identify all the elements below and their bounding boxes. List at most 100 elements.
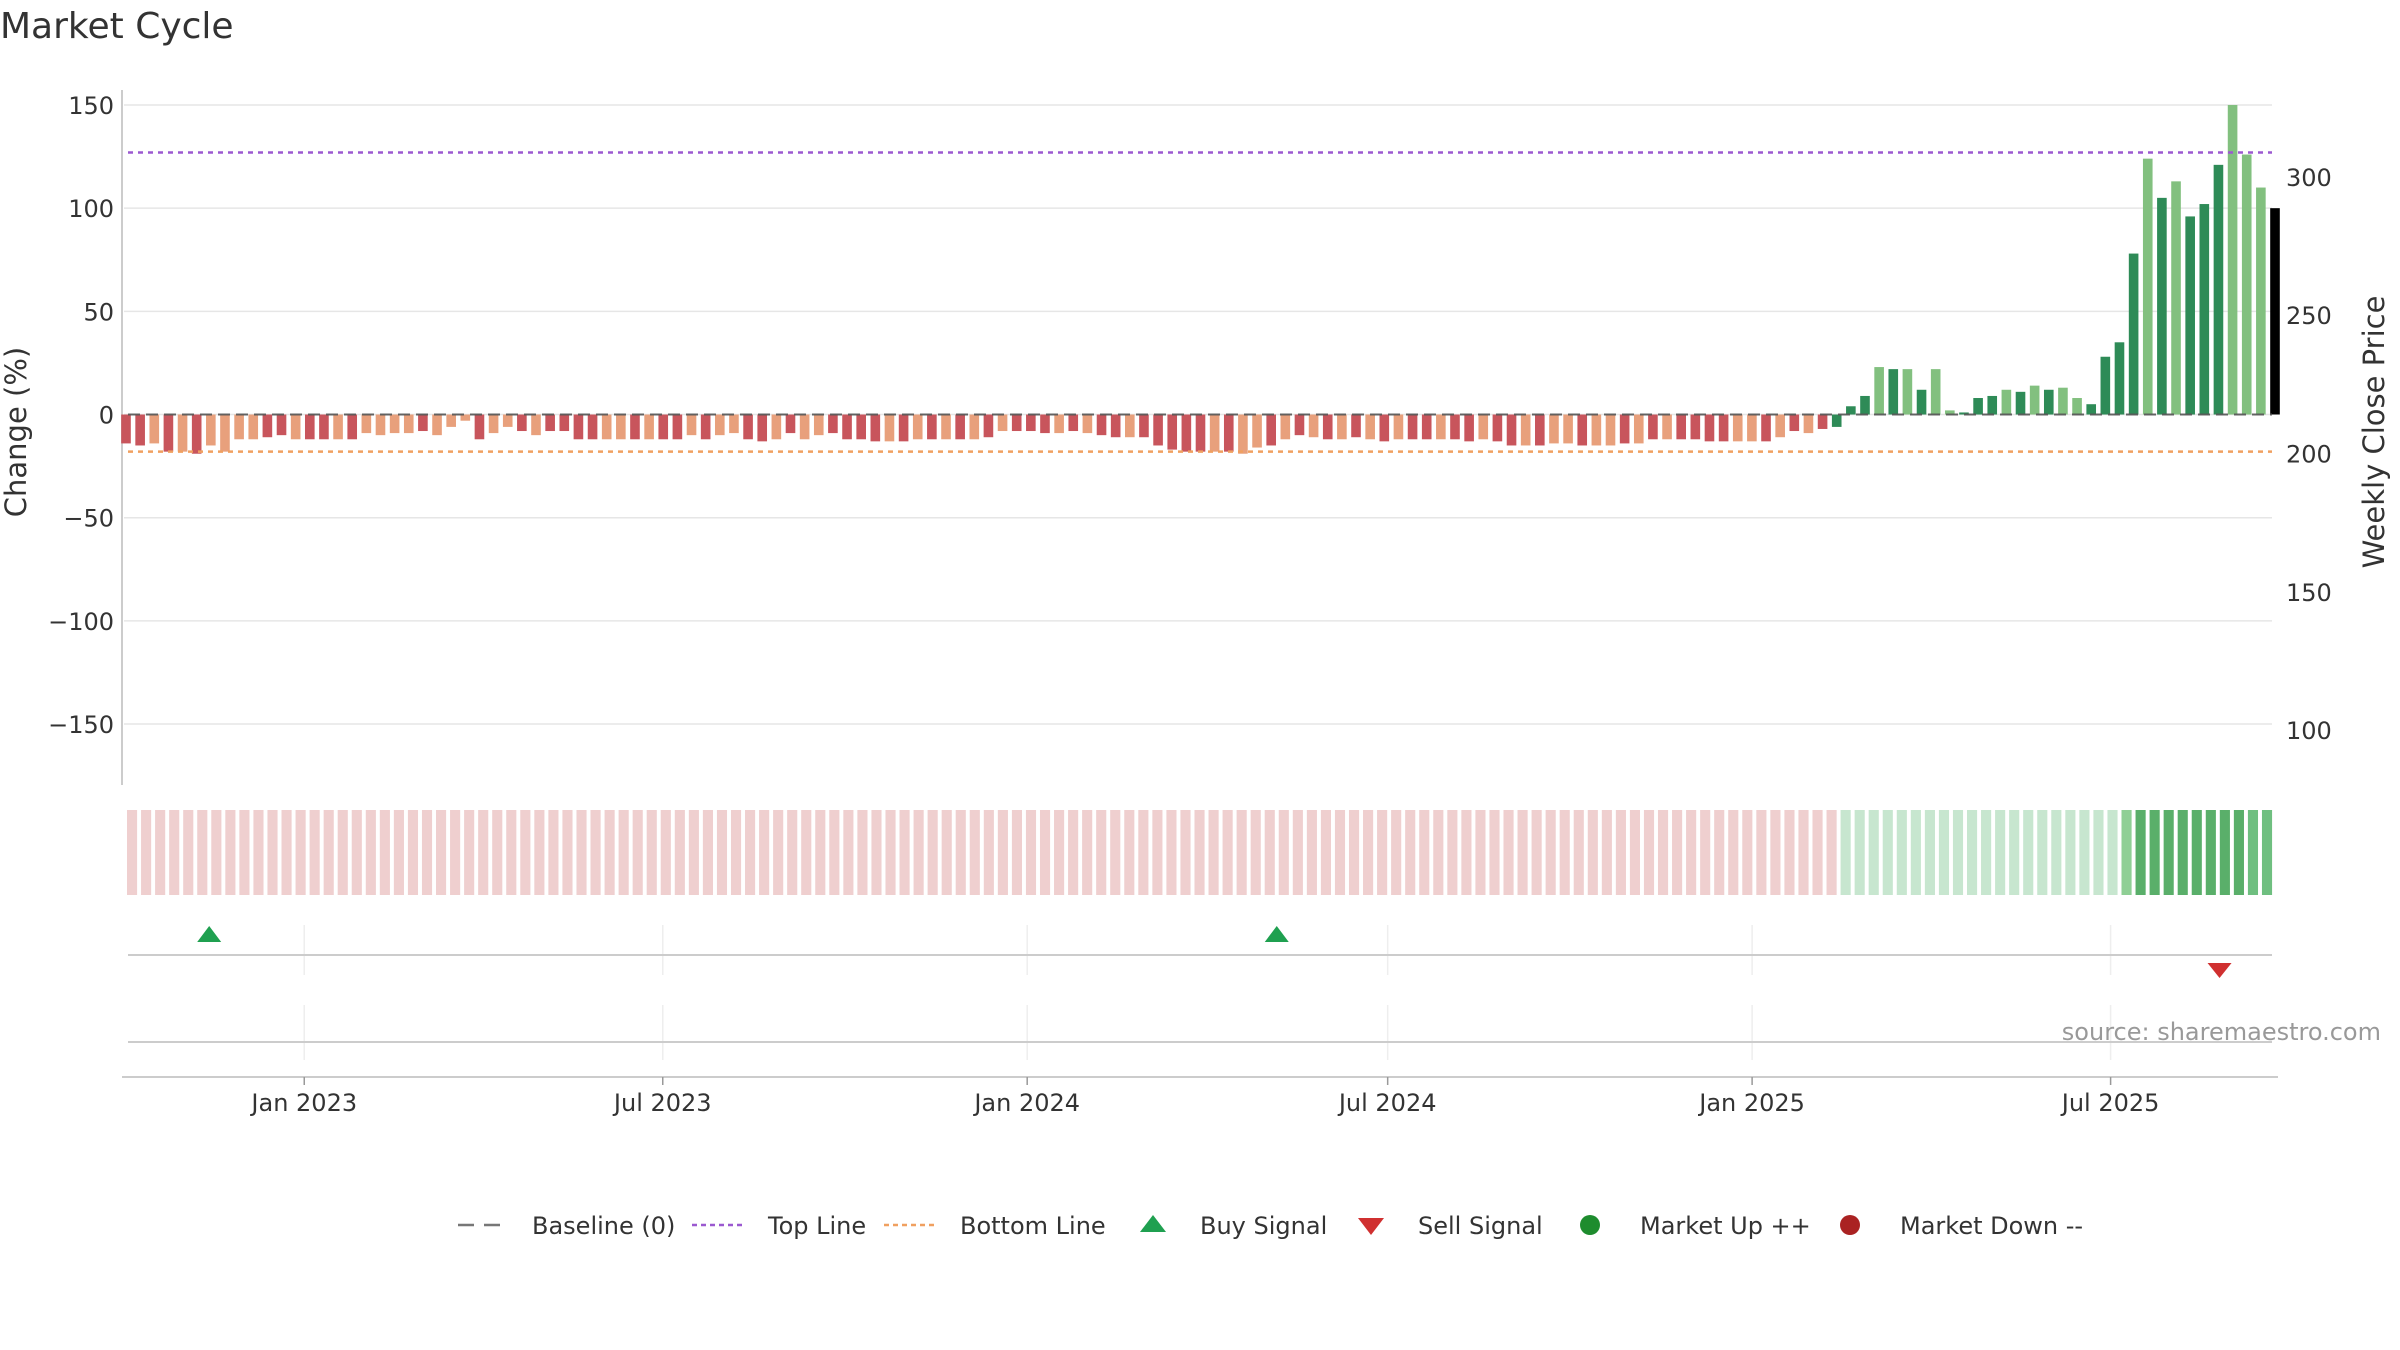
cycle-strip-cell [1208, 810, 1219, 895]
cycle-strip-cell [801, 810, 812, 895]
cycle-strip-cell [1672, 810, 1683, 895]
cycle-strip-cell [1363, 810, 1374, 895]
change-bar [1450, 414, 1460, 440]
change-bar [927, 414, 937, 440]
change-bar [1125, 414, 1135, 438]
cycle-strip-cell [688, 810, 699, 895]
change-bar [1238, 414, 1248, 454]
change-bar [149, 414, 160, 444]
change-bar [856, 414, 866, 440]
cycle-strip-cell [1812, 810, 1823, 895]
cycle-strip-cell [1966, 810, 1978, 895]
change-bar [2241, 154, 2252, 415]
cycle-strip-cell [1700, 810, 1711, 895]
change-bar [2128, 253, 2139, 415]
cycle-strip-cell [169, 810, 180, 895]
cycle-strip-cell [492, 810, 503, 895]
change-bar [1139, 414, 1149, 438]
change-bar [502, 414, 513, 427]
change-bar [870, 414, 881, 442]
cycle-strip-cell [1952, 810, 1964, 895]
cycle-strip-cell [2009, 810, 2020, 895]
cycle-strip-cell [534, 810, 545, 895]
x-tick-label: Jul 2025 [2060, 1089, 2160, 1117]
y-tick-label: −50 [63, 505, 114, 533]
cycle-strip-cell [2205, 810, 2216, 895]
cycle-strip-cell [1278, 810, 1289, 895]
change-bar [1676, 414, 1687, 440]
cycle-strip-cell [1110, 810, 1121, 895]
change-bar [955, 414, 965, 440]
cycle-strip-cell [1068, 810, 1079, 895]
cycle-strip-cell [127, 810, 138, 895]
cycle-strip-cell [1461, 810, 1472, 895]
change-bar [898, 414, 909, 442]
cycle-strip-cell [1896, 810, 1907, 895]
change-bar [1266, 414, 1276, 446]
change-bar [1619, 414, 1630, 444]
cycle-strip-cell [478, 810, 489, 895]
cycle-strip-cell [1264, 810, 1275, 895]
y-tick-label: −150 [48, 711, 114, 739]
cycle-strip-cell [899, 810, 910, 895]
change-bar [1987, 395, 1998, 415]
cycle-strip-cell [983, 810, 994, 895]
change-bar [2100, 356, 2111, 415]
change-bar [1605, 414, 1616, 446]
cycle-strip-cell [183, 810, 194, 895]
right-y-axis-ticks: 300 250 200 150 100 [2286, 164, 2332, 745]
cycle-strip-cell [1559, 810, 1570, 895]
change-bar [842, 414, 852, 440]
change-bar [2199, 204, 2210, 415]
change-bar [1026, 414, 1036, 432]
legend-label: Market Down -- [1900, 1212, 2083, 1240]
cycle-strip-cell [155, 810, 166, 895]
cycle-strip-cell [407, 810, 419, 895]
cycle-strip-cell [773, 810, 784, 895]
change-bar [2029, 385, 2040, 415]
x-tick-label: Jan 2025 [1697, 1089, 1805, 1117]
change-bar [771, 414, 782, 440]
cycle-strip-cell [1784, 810, 1795, 895]
change-bar [389, 414, 400, 434]
cycle-strip-cell [674, 810, 685, 895]
cycle-strip-cell [2233, 810, 2244, 895]
cycle-strip-cell [1377, 810, 1388, 895]
change-bar [828, 414, 838, 434]
legend-item: Bottom Line [884, 1212, 1106, 1240]
cycle-strip-cell [1391, 810, 1402, 895]
cycle-strip-cell [857, 810, 868, 895]
change-bar [1549, 414, 1559, 444]
cycle-strip-cell [2191, 810, 2202, 895]
change-bar [1803, 414, 1814, 434]
change-bar [573, 414, 584, 440]
change-bar [1068, 414, 1079, 432]
cycle-strip-cell [337, 810, 348, 895]
change-bar [743, 414, 753, 440]
cycle-strip-cell [730, 810, 742, 895]
cycle-strip-cell [506, 810, 517, 895]
legend-swatch-circle [1580, 1215, 1600, 1235]
change-bar [1478, 414, 1489, 440]
y-tick-label: 150 [68, 92, 114, 120]
cycle-strip-cell [759, 810, 770, 895]
change-bar [587, 414, 598, 440]
legend-label: Baseline (0) [532, 1212, 675, 1240]
cycle-strip-cell [1419, 810, 1430, 895]
cycle-strip-cell [815, 810, 826, 895]
change-bar [1337, 414, 1347, 440]
cycle-strip-cell [1433, 810, 1444, 895]
cycle-strip-cell [745, 810, 756, 895]
change-bar [997, 414, 1008, 432]
cycle-strip-cell [702, 810, 713, 895]
change-bar [1747, 414, 1757, 442]
cycle-strip-cell [576, 810, 587, 895]
cycle-strip [127, 810, 2273, 895]
change-bar [2114, 342, 2125, 415]
change-bar [1591, 414, 1602, 446]
cycle-strip-cell [1714, 810, 1725, 895]
change-bar [474, 414, 485, 440]
cycle-strip-cell [1545, 810, 1556, 895]
change-bar [1563, 414, 1573, 444]
cycle-strip-cell [379, 810, 390, 895]
